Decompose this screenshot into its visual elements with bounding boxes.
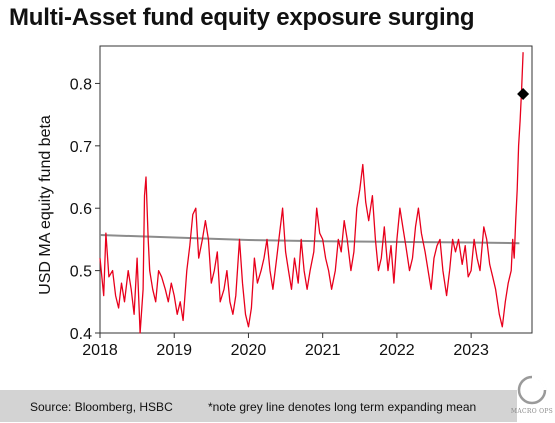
x-tick-label: 2019 [156, 342, 192, 359]
watermark-text: MACRO OPS [510, 408, 554, 415]
source-note: *note grey line denotes long term expand… [208, 400, 477, 414]
y-tick-label: 0.4 [70, 326, 92, 343]
source-text: Source: Bloomberg, HSBC [30, 400, 173, 414]
y-tick-label: 0.7 [70, 139, 92, 156]
y-tick-label: 0.6 [70, 201, 92, 218]
latest-value-marker [517, 88, 530, 101]
y-axis-label: USD MA equity fund beta [37, 115, 54, 295]
watermark-icon [517, 375, 547, 405]
plot-area [99, 45, 533, 334]
chart: 0.4 0.5 0.6 0.7 0.8 2018 2019 2020 2021 2022 2023… [37, 45, 533, 359]
series-line-mean [99, 234, 520, 245]
x-tick-label: 2021 [305, 342, 341, 359]
chart-title: Multi-Asset fund equity exposure surging [9, 4, 475, 31]
x-tick-label: 2023 [453, 342, 489, 359]
y-tick-label: 0.8 [70, 76, 92, 93]
series-line-beta [99, 52, 524, 334]
source-bar [0, 390, 517, 422]
y-tick-label: 0.5 [70, 264, 92, 281]
watermark-logo: MACRO OPS [510, 372, 554, 420]
x-tick-label: 2020 [231, 342, 267, 359]
x-tick-label: 2022 [379, 342, 415, 359]
x-tick-label: 2018 [82, 342, 118, 359]
